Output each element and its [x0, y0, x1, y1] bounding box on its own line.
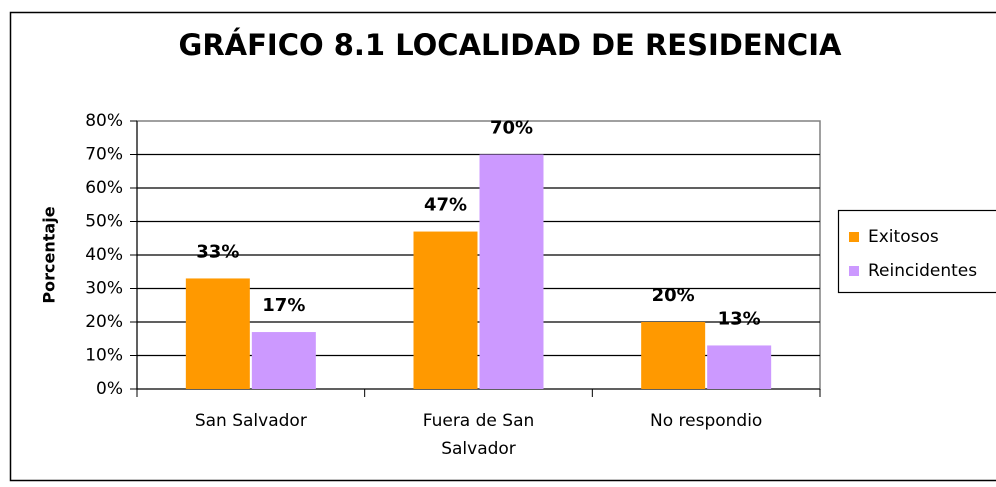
chart-title: GRÁFICO 8.1 LOCALIDAD DE RESIDENCIA — [179, 28, 842, 62]
bar — [641, 322, 706, 389]
x-tick-label: Fuera de San Salvador — [423, 411, 535, 459]
y-tick-label: 80% — [85, 111, 123, 131]
bar — [413, 231, 478, 389]
data-label: 13% — [718, 308, 761, 329]
x-tick-label: San Salvador — [195, 411, 307, 431]
y-tick-label: 0% — [96, 379, 123, 399]
bar — [251, 332, 316, 389]
y-tick-label: 10% — [85, 346, 123, 366]
y-axis-label: Porcentaje — [40, 206, 59, 303]
bar — [185, 278, 250, 389]
legend-label: Exitosos — [868, 227, 939, 247]
legend-label: Reincidentes — [868, 261, 977, 281]
y-tick-label: 60% — [85, 178, 123, 198]
data-label: 17% — [262, 295, 305, 316]
data-label: 70% — [490, 118, 533, 139]
bar — [707, 345, 772, 389]
x-tick-label: No respondio — [650, 411, 762, 431]
y-tick-label: 40% — [85, 245, 123, 265]
legend-swatch — [849, 232, 859, 242]
y-tick-label: 50% — [85, 212, 123, 232]
bar — [479, 154, 544, 389]
data-label: 33% — [196, 241, 239, 262]
data-label: 20% — [652, 285, 695, 306]
legend-swatch — [849, 266, 859, 276]
y-tick-label: 30% — [85, 279, 123, 299]
legend-box — [837, 209, 996, 294]
y-tick-label: 70% — [85, 145, 123, 165]
data-label: 47% — [424, 195, 467, 216]
y-tick-label: 20% — [85, 312, 123, 332]
